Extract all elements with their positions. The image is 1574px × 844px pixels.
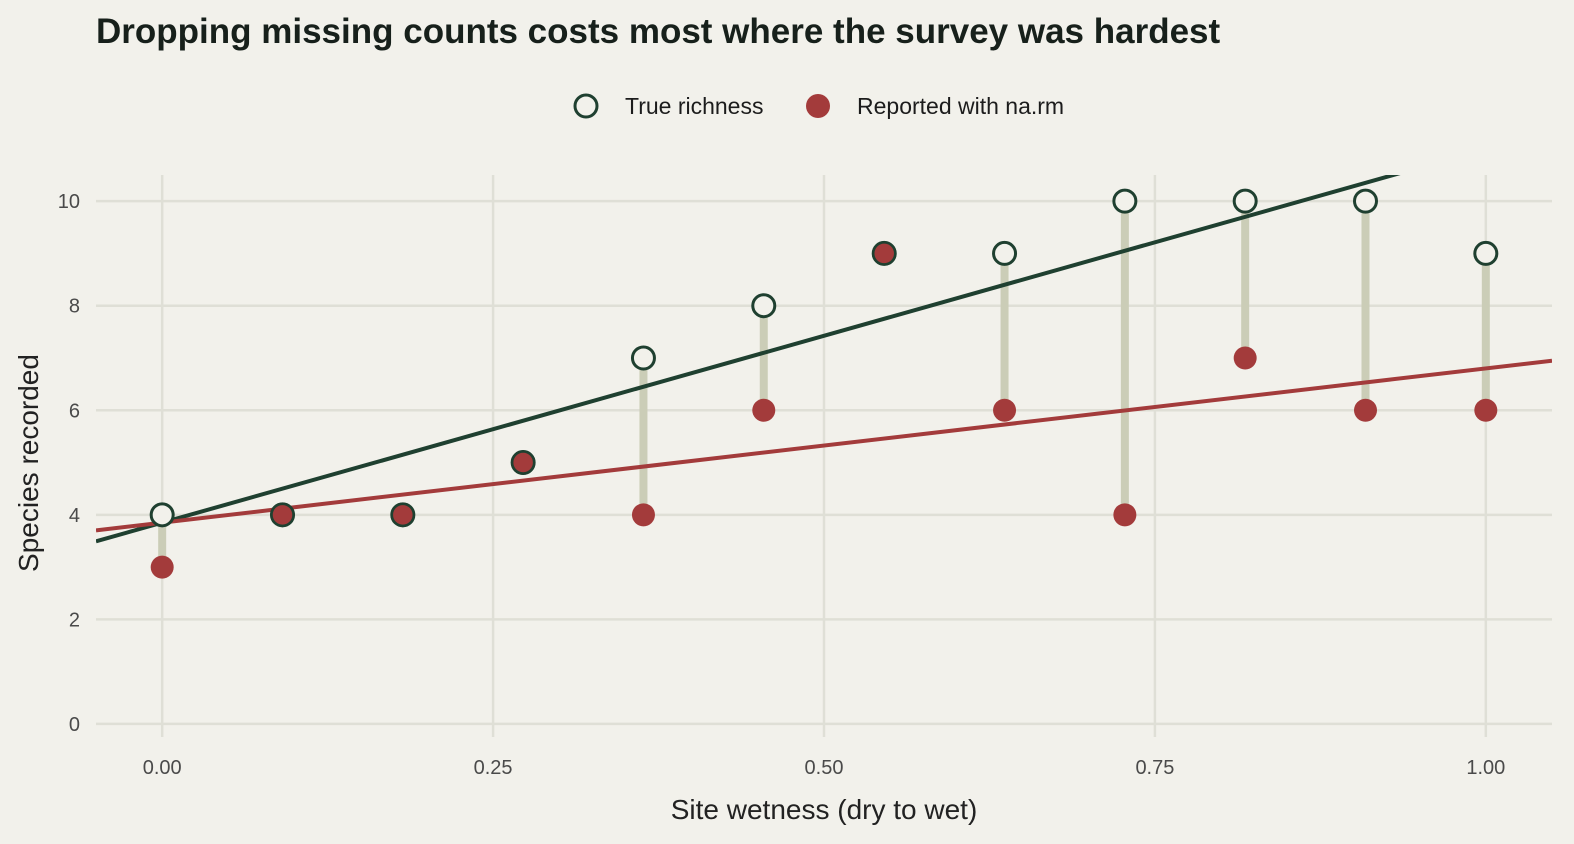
- y-tick-label: 8: [69, 296, 80, 318]
- legend: True richness Reported with na.rm: [573, 93, 1064, 119]
- x-axis-title: Site wetness (dry to wet): [671, 794, 978, 825]
- point-reported: [150, 555, 174, 579]
- legend-marker-true-richness: [573, 93, 599, 119]
- data-points: [149, 188, 1499, 579]
- trend-line-reported: [96, 358, 1552, 533]
- tick-labels: 0.00 0.25 0.50 0.75 1.00 0 2 4 6 8 10: [58, 191, 1506, 779]
- point-reported: [1113, 503, 1137, 527]
- point-reported: [871, 241, 897, 266]
- point-true-richness: [1112, 188, 1138, 214]
- y-tick-label: 6: [69, 400, 80, 422]
- y-tick-label: 10: [58, 191, 80, 213]
- x-tick-label: 0.25: [474, 757, 513, 779]
- point-true-richness: [149, 502, 175, 528]
- point-true-richness: [751, 293, 777, 319]
- point-reported: [1233, 346, 1257, 370]
- point-true-richness: [1473, 240, 1499, 266]
- x-tick-label: 0.00: [143, 757, 182, 779]
- point-true-richness: [1232, 188, 1258, 214]
- chart-title: Dropping missing counts costs most where…: [96, 12, 1221, 51]
- point-reported: [510, 450, 536, 475]
- x-tick-label: 1.00: [1466, 757, 1505, 779]
- y-tick-label: 0: [69, 714, 80, 736]
- x-tick-label: 0.75: [1135, 757, 1174, 779]
- y-tick-label: 4: [69, 505, 80, 527]
- legend-label-reported: Reported with na.rm: [857, 93, 1064, 119]
- point-reported: [752, 398, 776, 422]
- point-true-richness: [992, 240, 1018, 266]
- point-reported: [631, 503, 655, 527]
- point-true-richness: [1352, 188, 1378, 214]
- y-axis-title: Species recorded: [13, 354, 44, 572]
- point-reported: [993, 398, 1017, 422]
- legend-label-true-richness: True richness: [625, 93, 763, 119]
- point-reported: [1353, 398, 1377, 422]
- point-reported: [390, 502, 416, 528]
- trend-line-true-richness: [96, 175, 1401, 544]
- grid: [96, 175, 1552, 737]
- trend-lines: [96, 175, 1552, 544]
- legend-marker-reported: [806, 94, 830, 118]
- point-reported: [270, 502, 295, 528]
- y-tick-label: 2: [69, 609, 80, 631]
- point-reported: [1474, 398, 1498, 422]
- point-true-richness: [630, 345, 656, 371]
- x-tick-label: 0.50: [805, 757, 844, 779]
